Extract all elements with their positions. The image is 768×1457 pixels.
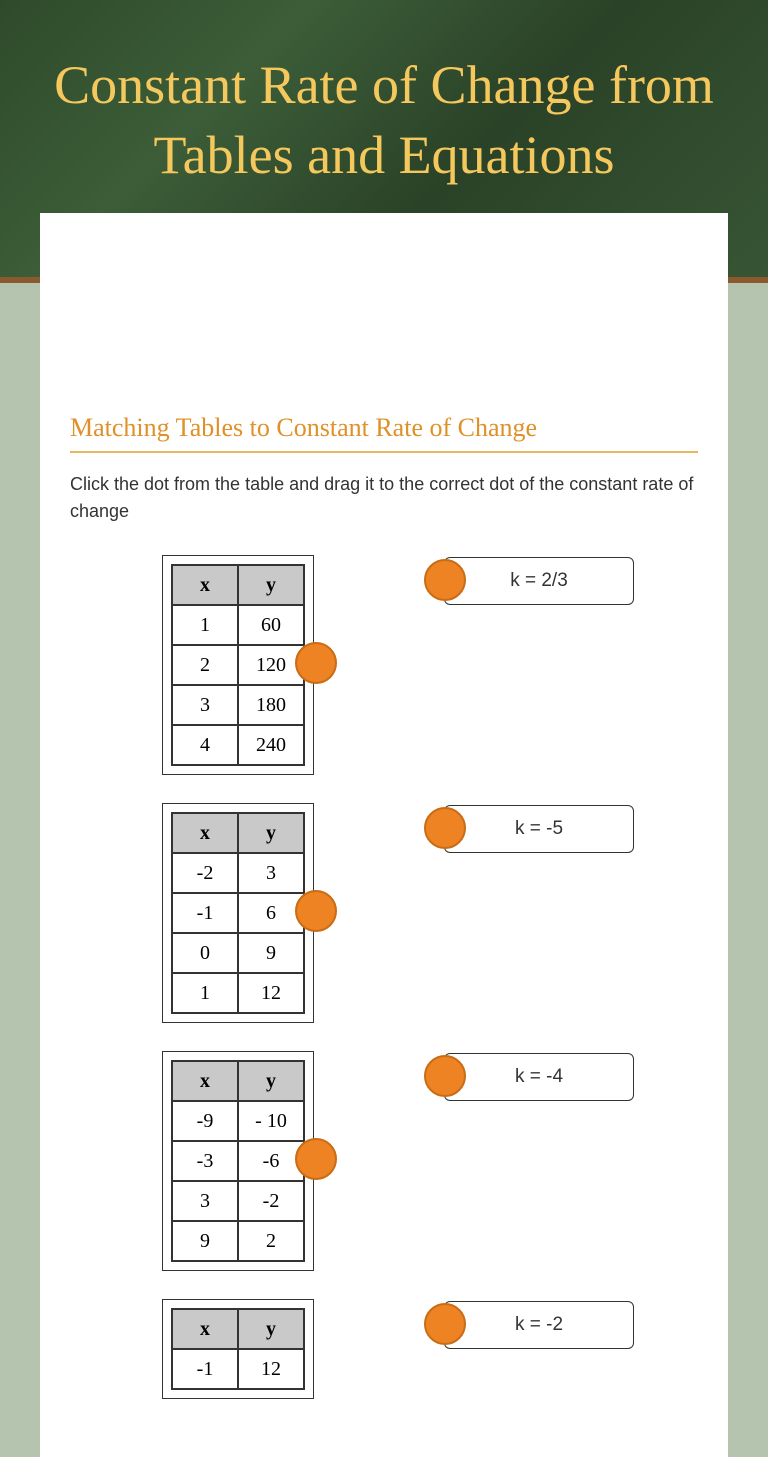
- cell: 60: [238, 605, 304, 645]
- cell: -3: [172, 1141, 238, 1181]
- cell: - 10: [238, 1101, 304, 1141]
- match-row: xy -23 -16 09 112 k = -5: [70, 803, 698, 1023]
- cell: 0: [172, 933, 238, 973]
- col-header-x: x: [172, 813, 238, 853]
- content-card: Matching Tables to Constant Rate of Chan…: [40, 213, 728, 1457]
- cell: -6: [238, 1141, 304, 1181]
- col-header-y: y: [238, 1061, 304, 1101]
- cell: 2: [238, 1221, 304, 1261]
- cell: 180: [238, 685, 304, 725]
- target-dot[interactable]: [424, 1055, 466, 1097]
- col-header-y: y: [238, 1309, 304, 1349]
- table-box: xy 160 2120 3180 4240: [162, 555, 314, 775]
- table-box: xy -112: [162, 1299, 314, 1399]
- cell: 240: [238, 725, 304, 765]
- col-header-y: y: [238, 813, 304, 853]
- cell: 4: [172, 725, 238, 765]
- cell: 9: [238, 933, 304, 973]
- answer-label: k = -4: [444, 1053, 634, 1101]
- cell: 12: [238, 1349, 304, 1389]
- cell: 1: [172, 605, 238, 645]
- match-row: xy 160 2120 3180 4240 k = 2/3: [70, 555, 698, 775]
- cell: -9: [172, 1101, 238, 1141]
- match-row: xy -9- 10 -3-6 3-2 92 k = -4: [70, 1051, 698, 1271]
- xy-table: xy 160 2120 3180 4240: [171, 564, 305, 766]
- cell: 3: [238, 853, 304, 893]
- cell: 6: [238, 893, 304, 933]
- answer-label: k = -5: [444, 805, 634, 853]
- answer-target: k = 2/3: [424, 555, 634, 605]
- cell: -1: [172, 1349, 238, 1389]
- xy-table: xy -23 -16 09 112: [171, 812, 305, 1014]
- xy-table: xy -112: [171, 1308, 305, 1390]
- cell: -1: [172, 893, 238, 933]
- table-box: xy -23 -16 09 112: [162, 803, 314, 1023]
- target-dot[interactable]: [424, 559, 466, 601]
- xy-table: xy -9- 10 -3-6 3-2 92: [171, 1060, 305, 1262]
- section-title: Matching Tables to Constant Rate of Chan…: [70, 413, 698, 453]
- target-dot[interactable]: [424, 1303, 466, 1345]
- cell: 3: [172, 685, 238, 725]
- col-header-y: y: [238, 565, 304, 605]
- cell: 12: [238, 973, 304, 1013]
- source-dot[interactable]: [295, 890, 337, 932]
- cell: 120: [238, 645, 304, 685]
- source-dot[interactable]: [295, 1138, 337, 1180]
- col-header-x: x: [172, 1061, 238, 1101]
- answer-target: k = -4: [424, 1051, 634, 1101]
- table-box: xy -9- 10 -3-6 3-2 92: [162, 1051, 314, 1271]
- col-header-x: x: [172, 1309, 238, 1349]
- answer-target: k = -2: [424, 1299, 634, 1349]
- cell: -2: [172, 853, 238, 893]
- target-dot[interactable]: [424, 807, 466, 849]
- instructions-text: Click the dot from the table and drag it…: [70, 471, 698, 525]
- cell: 3: [172, 1181, 238, 1221]
- cell: 2: [172, 645, 238, 685]
- col-header-x: x: [172, 565, 238, 605]
- cell: -2: [238, 1181, 304, 1221]
- answer-label: k = -2: [444, 1301, 634, 1349]
- page-title: Constant Rate of Change from Tables and …: [0, 0, 768, 190]
- answer-label: k = 2/3: [444, 557, 634, 605]
- cell: 1: [172, 973, 238, 1013]
- cell: 9: [172, 1221, 238, 1261]
- answer-target: k = -5: [424, 803, 634, 853]
- match-row: xy -112 k = -2: [70, 1299, 698, 1399]
- source-dot[interactable]: [295, 642, 337, 684]
